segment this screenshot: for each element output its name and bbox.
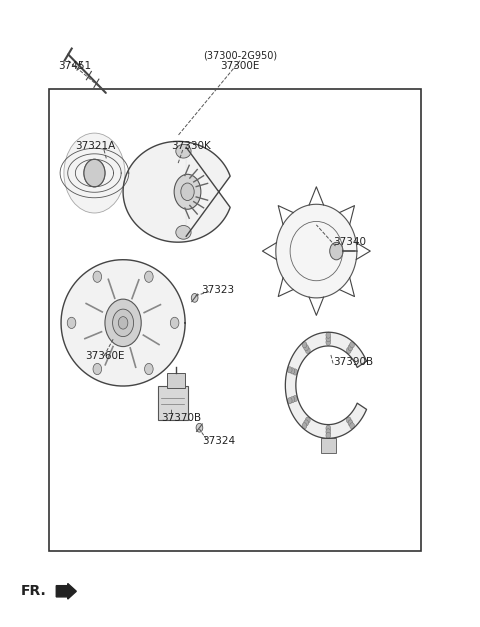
Circle shape bbox=[93, 364, 102, 374]
Polygon shape bbox=[61, 260, 185, 386]
Circle shape bbox=[350, 423, 355, 429]
Polygon shape bbox=[123, 141, 230, 242]
Text: 37390B: 37390B bbox=[333, 357, 373, 367]
Text: 37340: 37340 bbox=[333, 237, 366, 246]
Circle shape bbox=[347, 347, 351, 354]
Circle shape bbox=[67, 317, 76, 329]
Circle shape bbox=[105, 299, 141, 347]
Text: 37360E: 37360E bbox=[85, 351, 124, 361]
Circle shape bbox=[302, 342, 307, 348]
Circle shape bbox=[288, 398, 292, 404]
Circle shape bbox=[293, 396, 298, 402]
Circle shape bbox=[174, 174, 201, 209]
FancyArrow shape bbox=[56, 584, 76, 599]
Circle shape bbox=[348, 420, 353, 426]
Circle shape bbox=[326, 429, 331, 435]
Circle shape bbox=[170, 317, 179, 329]
Polygon shape bbox=[285, 332, 367, 438]
Circle shape bbox=[326, 335, 331, 342]
Ellipse shape bbox=[176, 226, 191, 240]
Text: 37330K: 37330K bbox=[171, 141, 211, 151]
Polygon shape bbox=[276, 204, 357, 298]
Circle shape bbox=[350, 342, 355, 348]
Text: FR.: FR. bbox=[21, 584, 46, 598]
Circle shape bbox=[326, 332, 331, 339]
Circle shape bbox=[290, 368, 295, 374]
Circle shape bbox=[326, 425, 331, 431]
FancyBboxPatch shape bbox=[158, 386, 188, 419]
Circle shape bbox=[293, 369, 298, 375]
Circle shape bbox=[144, 364, 153, 374]
Text: 37451: 37451 bbox=[59, 61, 92, 71]
Text: 37321A: 37321A bbox=[75, 141, 116, 151]
Circle shape bbox=[290, 396, 295, 403]
FancyBboxPatch shape bbox=[167, 373, 185, 387]
Circle shape bbox=[305, 347, 310, 354]
Circle shape bbox=[181, 183, 194, 201]
Text: (37300-2G950): (37300-2G950) bbox=[203, 51, 277, 61]
Text: 37324: 37324 bbox=[202, 436, 235, 446]
Circle shape bbox=[302, 423, 307, 429]
Circle shape bbox=[330, 243, 343, 260]
Circle shape bbox=[196, 423, 203, 432]
Circle shape bbox=[64, 133, 125, 213]
Ellipse shape bbox=[176, 144, 191, 158]
Text: 37323: 37323 bbox=[201, 285, 234, 295]
Text: 37300E: 37300E bbox=[220, 61, 260, 71]
Circle shape bbox=[326, 432, 331, 438]
Circle shape bbox=[347, 417, 351, 423]
Circle shape bbox=[326, 339, 331, 345]
Circle shape bbox=[144, 271, 153, 282]
Circle shape bbox=[305, 417, 310, 423]
Circle shape bbox=[93, 271, 102, 282]
Circle shape bbox=[304, 344, 309, 350]
Circle shape bbox=[84, 159, 105, 187]
Text: 37370B: 37370B bbox=[161, 413, 202, 423]
Circle shape bbox=[348, 344, 353, 350]
Circle shape bbox=[304, 420, 309, 426]
Circle shape bbox=[113, 309, 133, 337]
Circle shape bbox=[118, 317, 128, 329]
Circle shape bbox=[192, 293, 198, 302]
Circle shape bbox=[288, 367, 292, 373]
FancyBboxPatch shape bbox=[321, 438, 336, 453]
